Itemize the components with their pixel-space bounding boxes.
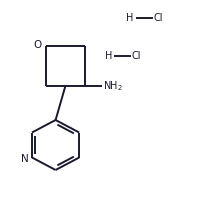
- Text: H: H: [105, 51, 112, 61]
- Text: H: H: [126, 13, 134, 23]
- Text: NH$_2$: NH$_2$: [103, 79, 123, 93]
- Text: Cl: Cl: [153, 13, 163, 23]
- Text: O: O: [33, 40, 41, 50]
- Text: N: N: [21, 154, 29, 164]
- Text: Cl: Cl: [131, 51, 141, 61]
